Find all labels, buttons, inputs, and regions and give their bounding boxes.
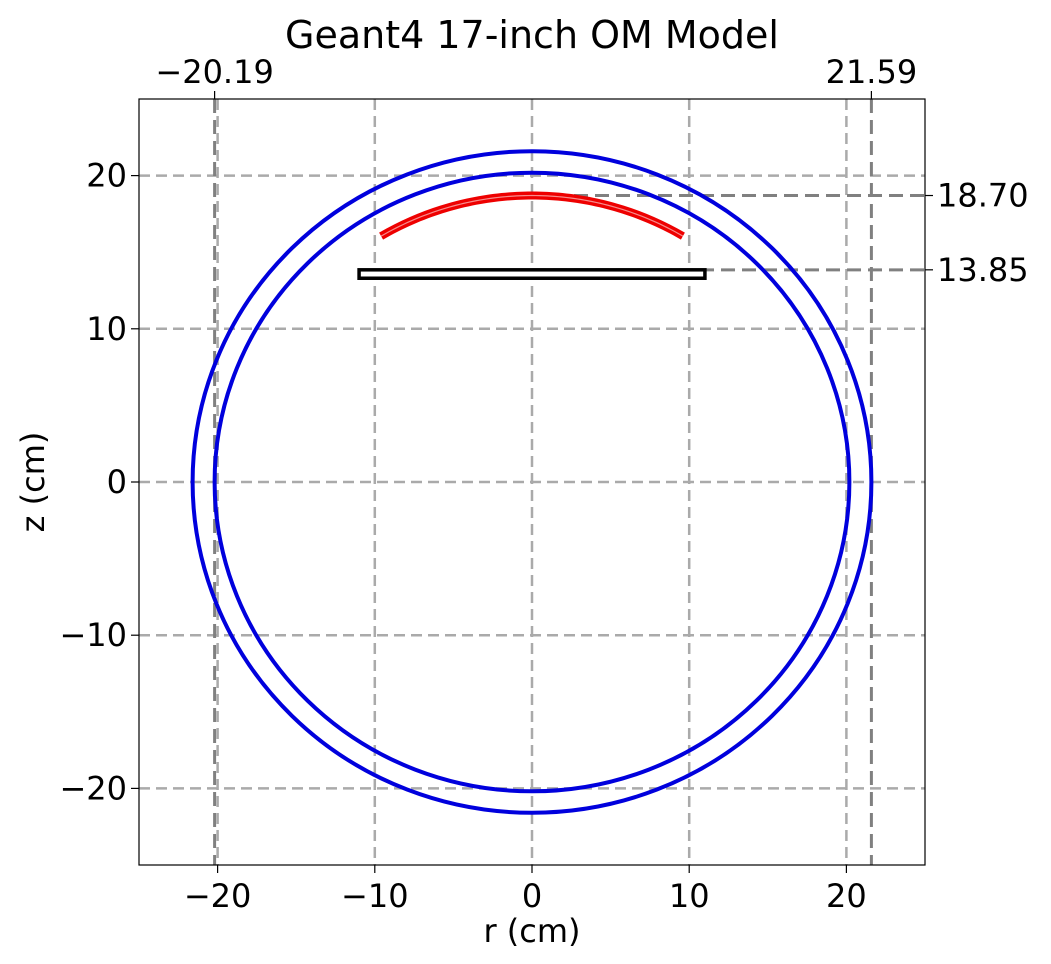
y-tick-label: 20 (86, 157, 127, 195)
right-tick-label: 13.85 (937, 251, 1029, 289)
x-tick-label: 20 (826, 877, 867, 915)
photocathode-arc-edge (380, 194, 684, 237)
y-axis-label: z (cm) (14, 432, 52, 533)
outer-sphere-circle (190, 149, 874, 815)
top-tick-label: 21.59 (826, 53, 918, 91)
y-tick-label: 0 (107, 463, 127, 501)
top-tick-label: −20.19 (155, 53, 273, 91)
grid (139, 99, 925, 865)
series-layer (190, 149, 874, 815)
x-tick-label: 0 (522, 877, 542, 915)
x-axis-label: r (cm) (483, 912, 580, 950)
x-tick-label: 10 (669, 877, 710, 915)
y-tick-label: −10 (59, 616, 127, 654)
pmt-base-rect (357, 268, 707, 280)
x-tick-label: −10 (341, 877, 409, 915)
x-tick-label: −20 (184, 877, 252, 915)
y-tick-label: 10 (86, 310, 127, 348)
ticks: −20 −10 0 10 20 −20 −10 0 10 20 −20.19 21.59 18.70 13… (59, 53, 1028, 915)
y-tick-label: −20 (59, 769, 127, 807)
chart-title: Geant4 17-inch OM Model (285, 13, 779, 57)
inner-sphere-circle (212, 170, 852, 794)
right-tick-label: 18.70 (937, 177, 1029, 215)
